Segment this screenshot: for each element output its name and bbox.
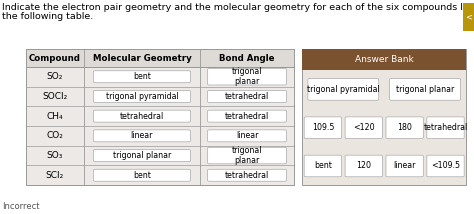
FancyBboxPatch shape [208, 91, 286, 103]
Bar [26, 49, 294, 185]
Text: tetrahedral: tetrahedral [225, 112, 269, 121]
Text: CH₄: CH₄ [46, 112, 63, 121]
Text: linear: linear [131, 131, 153, 140]
Text: linear: linear [393, 162, 416, 171]
FancyBboxPatch shape [345, 117, 383, 138]
Text: Compound: Compound [29, 54, 81, 62]
FancyBboxPatch shape [304, 117, 341, 138]
Text: Incorrect: Incorrect [2, 202, 40, 211]
FancyBboxPatch shape [93, 71, 191, 83]
Text: trigonal
planar: trigonal planar [232, 146, 262, 165]
Text: SO₂: SO₂ [46, 72, 63, 81]
Text: SCl₂: SCl₂ [46, 171, 64, 180]
FancyBboxPatch shape [427, 117, 464, 138]
FancyBboxPatch shape [308, 79, 379, 100]
Text: bent: bent [133, 171, 151, 180]
Text: <120: <120 [353, 123, 374, 132]
Text: 120: 120 [356, 162, 371, 171]
Text: trigonal
planar: trigonal planar [232, 67, 262, 86]
Text: bent: bent [314, 162, 332, 171]
FancyBboxPatch shape [345, 155, 383, 177]
Text: SO₃: SO₃ [46, 151, 63, 160]
Text: the following table.: the following table. [2, 12, 94, 21]
Bar [26, 49, 294, 67]
Text: Molecular Geometry: Molecular Geometry [92, 54, 191, 62]
Text: bent: bent [133, 72, 151, 81]
FancyBboxPatch shape [93, 110, 191, 122]
Text: tetrahedral: tetrahedral [225, 171, 269, 180]
Text: 109.5: 109.5 [312, 123, 334, 132]
FancyBboxPatch shape [208, 110, 286, 122]
FancyBboxPatch shape [93, 169, 191, 181]
FancyBboxPatch shape [208, 130, 286, 142]
Text: Answer Bank: Answer Bank [355, 55, 413, 64]
FancyBboxPatch shape [208, 169, 286, 181]
Text: tetrahedral: tetrahedral [225, 92, 269, 101]
FancyBboxPatch shape [93, 150, 191, 162]
Text: CO₂: CO₂ [46, 131, 64, 140]
FancyBboxPatch shape [427, 155, 464, 177]
Text: Indicate the electron pair geometry and the molecular geometry for each of the s: Indicate the electron pair geometry and … [2, 3, 474, 12]
Text: tetrahedral: tetrahedral [120, 112, 164, 121]
FancyBboxPatch shape [390, 79, 460, 100]
FancyBboxPatch shape [208, 147, 286, 164]
FancyBboxPatch shape [386, 155, 423, 177]
Bar [302, 49, 466, 185]
Text: linear: linear [236, 131, 258, 140]
Text: trigonal pyramidal: trigonal pyramidal [106, 92, 178, 101]
Text: Bond Angle: Bond Angle [219, 54, 275, 62]
Text: tetrahedral: tetrahedral [423, 123, 468, 132]
Text: trigonal planar: trigonal planar [113, 151, 171, 160]
Text: 180: 180 [397, 123, 412, 132]
FancyBboxPatch shape [386, 117, 423, 138]
Text: <109.5: <109.5 [431, 162, 460, 171]
Text: trigonal pyramidal: trigonal pyramidal [307, 85, 380, 94]
Text: <: < [465, 13, 472, 22]
FancyBboxPatch shape [93, 130, 191, 142]
Bar [302, 49, 466, 70]
Text: SOCl₂: SOCl₂ [42, 92, 67, 101]
Text: trigonal planar: trigonal planar [396, 85, 454, 94]
Bar [463, 3, 474, 31]
FancyBboxPatch shape [93, 91, 191, 103]
FancyBboxPatch shape [208, 68, 286, 85]
FancyBboxPatch shape [304, 155, 341, 177]
